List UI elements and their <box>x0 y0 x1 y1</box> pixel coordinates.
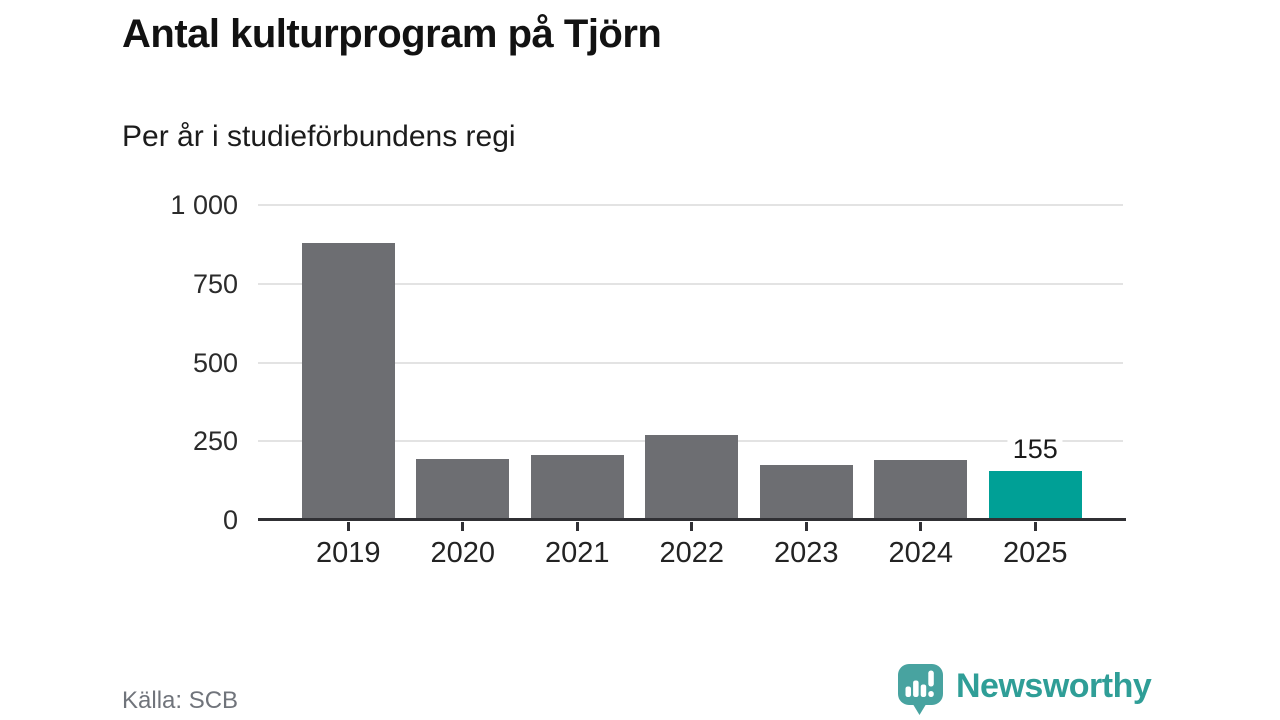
x-axis-tick <box>575 522 579 531</box>
x-axis-label-2021: 2021 <box>545 537 610 569</box>
y-axis-tick-label: 0 <box>222 505 238 535</box>
x-axis-tick <box>1033 522 1037 531</box>
x-axis-label-2025: 2025 <box>1003 537 1068 569</box>
x-axis-tick <box>690 522 694 531</box>
bar-2023 <box>759 464 853 520</box>
value-label-2025: 155 <box>1007 433 1063 466</box>
x-axis-label-2024: 2024 <box>888 537 954 569</box>
x-axis-label-2023: 2023 <box>774 537 839 569</box>
source-text: Källa: SCB <box>122 687 239 714</box>
brand-name: Newsworthy <box>956 667 1152 705</box>
gridline-750 <box>258 282 1123 285</box>
bar-2021 <box>530 455 624 520</box>
x-axis-tick <box>346 522 350 531</box>
bar-2025 <box>988 471 1082 520</box>
brand-logo: Newsworthy <box>897 662 1167 716</box>
bar-2022 <box>645 434 739 520</box>
x-axis-label-2022: 2022 <box>659 537 725 569</box>
bar-2024 <box>874 460 968 520</box>
gridline-500 <box>258 361 1123 364</box>
gridline-1000 <box>258 204 1123 206</box>
x-axis-label-2020: 2020 <box>430 537 496 569</box>
bar-2020 <box>416 458 510 520</box>
newsworthy-bar-chart-bubble-icon <box>898 663 943 715</box>
y-axis-tick-label: 250 <box>192 426 238 457</box>
x-axis-tick <box>804 522 808 531</box>
y-axis-tick-label: 500 <box>192 347 238 378</box>
chart-subtitle: Per år i studieförbundens regi <box>122 120 516 153</box>
chart-title: Antal kulturprogram på Tjörn <box>122 12 662 56</box>
x-axis-line <box>258 518 1126 521</box>
y-axis-tick-label: 750 <box>192 268 238 299</box>
y-axis-tick-label: 1 000 <box>170 190 238 220</box>
x-axis-label-2019: 2019 <box>316 537 381 569</box>
plot-area: 1 000 750 500 250 0 2019 2020 2021 2022 2023 2024 2… <box>170 190 1126 569</box>
x-axis-tick <box>461 522 465 531</box>
x-axis-tick <box>919 522 923 531</box>
bar-2019 <box>301 242 395 520</box>
